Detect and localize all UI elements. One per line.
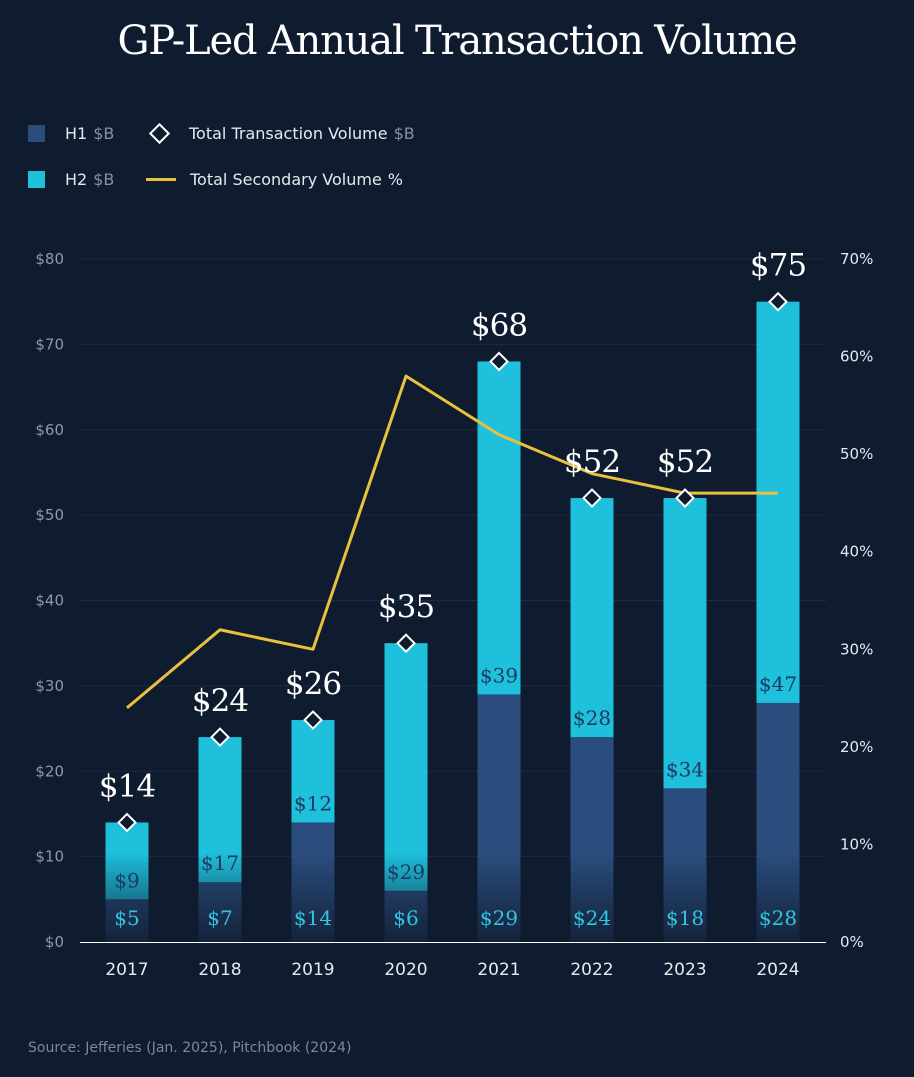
h2-value-label: $39 (480, 663, 518, 687)
bar-fade (477, 852, 521, 942)
total-diamond-marker (768, 291, 788, 312)
source-note: Source: Jefferies (Jan. 2025), Pitchbook… (28, 1040, 352, 1056)
bar-h2 (663, 498, 707, 789)
x-tick-label: 2019 (291, 960, 334, 980)
legend-h1: H1 $B (28, 124, 114, 143)
bar-fade (570, 852, 614, 942)
legend-h2-swatch (28, 171, 45, 188)
bar-fade (384, 852, 428, 942)
legend-secondary: Total Secondary Volume % (146, 170, 403, 189)
legend-secondary-line (146, 178, 176, 181)
h1-value-label: $5 (114, 906, 139, 930)
legend-h1-label: H1 (65, 124, 88, 143)
y2-tick-label: 40% (840, 543, 873, 561)
bar-h2 (756, 301, 800, 703)
legend-secondary-unit: % (387, 170, 403, 189)
x-tick-label: 2022 (570, 960, 613, 980)
legend-h2-unit: $B (93, 170, 115, 189)
total-diamond-marker (303, 710, 323, 730)
total-diamond-marker (117, 812, 137, 833)
total-diamond-marker (396, 633, 416, 654)
bar-fade (105, 852, 149, 942)
h2-value-label: $12 (294, 791, 332, 815)
x-tick-label: 2020 (384, 960, 427, 980)
bar-fade (198, 852, 242, 942)
x-tick-label: 2021 (477, 960, 520, 980)
y-tick-label: $60 (35, 421, 64, 439)
bar-fade (663, 852, 707, 942)
legend-h2: H2 $B (28, 170, 114, 189)
y-tick-label: $20 (35, 762, 64, 780)
y-tick-label: $40 (35, 592, 64, 610)
legend-total-unit: $B (393, 124, 415, 143)
h1-value-label: $24 (573, 906, 611, 930)
h1-value-label: $6 (393, 906, 418, 930)
total-value-label: $68 (471, 307, 527, 343)
total-value-label: $14 (99, 768, 155, 804)
total-value-label: $24 (192, 683, 248, 719)
y2-tick-label: 0% (840, 933, 864, 951)
h2-value-label: $29 (387, 860, 425, 884)
h1-value-label: $18 (666, 906, 704, 930)
h1-value-label: $28 (759, 906, 797, 930)
legend-h2-label: H2 (65, 170, 88, 189)
y-tick-label: $50 (35, 506, 64, 524)
total-diamond-marker (675, 488, 695, 508)
bar-h2 (477, 361, 521, 695)
y2-tick-label: 30% (840, 640, 873, 658)
y2-tick-label: 60% (840, 348, 873, 366)
x-tick-label: 2023 (663, 960, 706, 980)
h2-value-label: $17 (201, 851, 239, 875)
total-diamond-marker (489, 351, 509, 372)
bar-fade (756, 852, 800, 942)
bar-h2 (291, 720, 335, 823)
h2-value-label: $47 (759, 672, 797, 696)
y2-tick-label: 20% (840, 738, 873, 756)
h1-value-label: $29 (480, 906, 518, 930)
y2-tick-label: 70% (840, 250, 873, 268)
h2-value-label: $9 (114, 868, 139, 892)
y-tick-label: $80 (35, 250, 64, 268)
h1-value-label: $14 (294, 906, 332, 930)
y2-tick-label: 50% (840, 445, 873, 463)
total-value-label: $35 (378, 589, 434, 625)
legend-h1-unit: $B (93, 124, 115, 143)
x-tick-label: 2018 (198, 960, 241, 980)
total-diamond-marker (210, 727, 230, 747)
legend-secondary-label: Total Secondary Volume (190, 170, 382, 189)
y-tick-label: $30 (35, 677, 64, 695)
x-tick-label: 2024 (756, 960, 799, 980)
y-tick-label: $0 (45, 933, 64, 951)
total-value-label: $26 (285, 666, 341, 702)
total-diamond-marker (582, 488, 602, 508)
bar-h2 (570, 498, 614, 738)
h2-value-label: $34 (666, 757, 704, 781)
total-value-label: $52 (564, 444, 620, 480)
y-tick-label: $70 (35, 335, 64, 353)
y-tick-label: $10 (35, 848, 64, 866)
bar-fade (291, 852, 335, 942)
legend-total: Total Transaction Volume $B (148, 122, 415, 145)
legend-h1-swatch (28, 125, 45, 142)
bar-h2 (384, 643, 428, 891)
total-value-label: $75 (750, 248, 806, 284)
secondary-volume-line (126, 374, 778, 709)
y2-tick-label: 10% (840, 835, 873, 853)
h1-value-label: $7 (207, 906, 232, 930)
total-value-label: $52 (657, 444, 713, 480)
h2-value-label: $28 (573, 706, 611, 730)
chart-title: GP-Led Annual Transaction Volume (117, 18, 798, 64)
x-tick-label: 2017 (105, 960, 148, 980)
legend-total-label: Total Transaction Volume (189, 124, 388, 143)
